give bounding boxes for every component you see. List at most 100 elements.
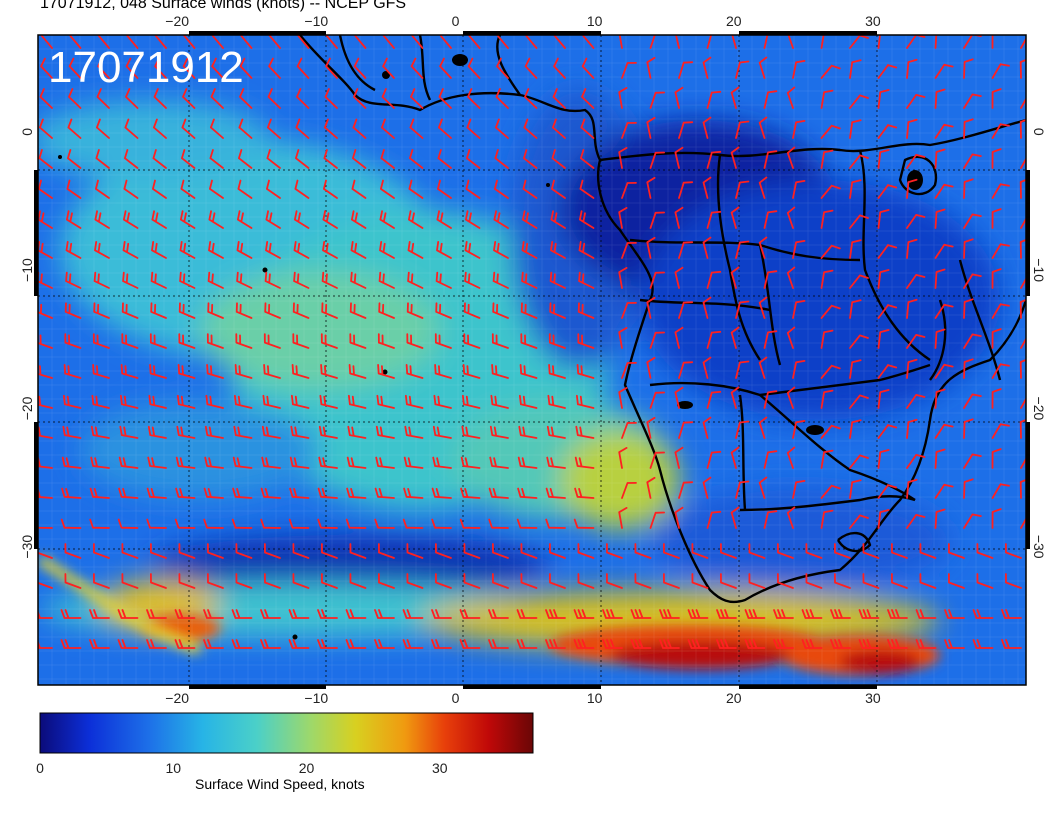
wind-barb — [321, 573, 338, 589]
wind-barb — [175, 456, 196, 469]
wind-barb — [439, 35, 452, 49]
wind-barb — [323, 179, 338, 199]
wind-barb — [687, 609, 709, 619]
wind-barb — [934, 88, 946, 109]
wind-barb — [550, 210, 566, 229]
wind-barb — [491, 364, 509, 379]
wind-barb — [206, 333, 224, 349]
wind-barb — [207, 573, 224, 589]
wind-barb — [906, 178, 918, 199]
fine-grid — [38, 35, 1026, 685]
wind-barb — [345, 639, 367, 649]
wind-barb — [465, 179, 481, 199]
wind-barb — [520, 302, 538, 319]
wind-barb — [646, 176, 656, 199]
wind-barb — [674, 326, 684, 349]
wind-barb — [234, 364, 253, 379]
wind-barb — [1020, 277, 1026, 289]
wind-barb — [963, 178, 974, 199]
wind-barb — [61, 487, 82, 499]
wind-barb — [517, 456, 538, 469]
wind-barb — [702, 176, 712, 199]
wind-barb — [289, 487, 310, 499]
wind-barb — [991, 388, 1002, 409]
wind-barb — [351, 210, 367, 229]
wind-barb — [830, 609, 851, 619]
wind-barb — [621, 242, 637, 259]
wind-barb — [292, 543, 310, 559]
wind-barb — [545, 487, 566, 499]
wind-barb — [90, 456, 110, 469]
wind-barb — [346, 456, 367, 469]
wind-barb — [646, 356, 656, 379]
wind-barb — [758, 476, 768, 499]
wind-barb — [877, 184, 898, 199]
wind-barb — [1005, 543, 1022, 559]
wind-barb — [432, 456, 452, 469]
wind-barb — [678, 241, 694, 259]
lon-ticks-bottom: −20 −10 0 10 20 30 — [165, 690, 881, 706]
wind-barb — [618, 387, 628, 409]
wind-barb — [877, 124, 898, 139]
wind-barb — [663, 573, 680, 589]
wind-barb — [38, 426, 53, 439]
wind-barb — [735, 60, 750, 79]
wind-barb — [1001, 609, 1022, 619]
wind-barb — [830, 639, 851, 649]
wind-barb — [748, 543, 766, 559]
wind-barb — [119, 425, 139, 439]
wind-barb — [434, 333, 452, 349]
wind-barb — [292, 333, 310, 349]
wind-barb — [491, 333, 509, 349]
wind-barb — [268, 35, 281, 49]
wind-barb — [792, 180, 806, 199]
wind-barb — [207, 271, 224, 289]
wind-barb — [630, 639, 652, 649]
wind-barb — [522, 210, 538, 229]
wind-barb — [38, 149, 53, 169]
wind-barb — [240, 35, 253, 49]
wind-barb — [90, 425, 110, 439]
wind-barb — [39, 118, 53, 139]
wind-barb — [744, 639, 766, 649]
wind-barb — [488, 639, 509, 649]
wind-barb — [231, 518, 253, 529]
lat-tick-right: −10 — [1031, 258, 1047, 282]
wind-barb — [553, 35, 566, 49]
lon-tick-top: 0 — [452, 13, 460, 29]
wind-barb — [95, 179, 110, 199]
wind-barb — [65, 271, 82, 289]
wind-barb — [439, 57, 452, 79]
wind-barb — [773, 639, 794, 649]
wind-barb — [352, 118, 367, 139]
wind-barb — [621, 182, 637, 199]
wind-barb — [773, 609, 794, 619]
wind-barb — [552, 118, 566, 139]
wind-barb — [820, 329, 834, 349]
wind-barb — [436, 241, 452, 259]
wind-barb — [39, 88, 53, 109]
wind-barb — [235, 302, 253, 319]
wind-barb — [763, 210, 778, 229]
wind-barb — [991, 483, 1010, 499]
wind-barb — [122, 241, 139, 259]
wind-barb — [488, 487, 509, 499]
wind-barb — [792, 300, 806, 319]
wind-barb — [117, 639, 139, 649]
wind-barb — [378, 573, 395, 589]
wind-barb — [402, 639, 424, 649]
wind-barb — [702, 236, 712, 259]
wind-barb — [820, 389, 834, 409]
wind-barb — [146, 609, 167, 619]
wind-barb — [148, 394, 167, 409]
wind-barb — [496, 35, 509, 49]
wind-barb — [438, 118, 452, 139]
wind-barb — [919, 573, 937, 589]
wind-barb — [730, 146, 740, 169]
wind-barb — [460, 487, 481, 499]
wind-barb — [345, 518, 367, 529]
wind-barb — [646, 116, 656, 139]
wind-barb — [849, 35, 869, 49]
wind-barb — [516, 639, 538, 649]
wind-barb — [467, 88, 481, 109]
